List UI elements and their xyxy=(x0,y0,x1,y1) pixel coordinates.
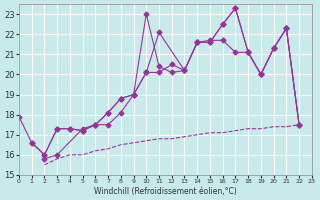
X-axis label: Windchill (Refroidissement éolien,°C): Windchill (Refroidissement éolien,°C) xyxy=(94,187,237,196)
